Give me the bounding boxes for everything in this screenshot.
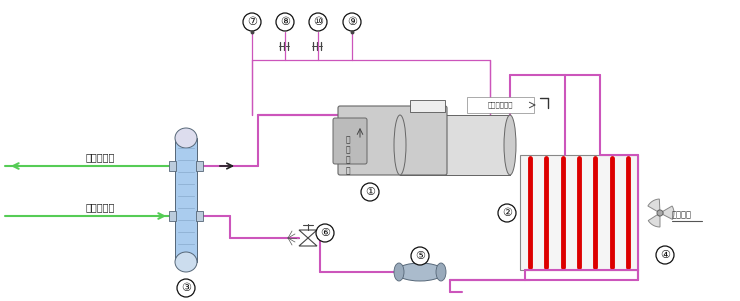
Circle shape <box>498 204 516 222</box>
FancyBboxPatch shape <box>467 97 534 113</box>
Text: ⑦: ⑦ <box>247 17 257 27</box>
Circle shape <box>657 210 663 216</box>
Bar <box>196 211 203 221</box>
Circle shape <box>343 13 361 31</box>
Circle shape <box>411 247 429 265</box>
Ellipse shape <box>436 263 446 281</box>
Text: ⑥: ⑥ <box>320 228 330 238</box>
Circle shape <box>309 13 327 31</box>
Ellipse shape <box>396 263 444 281</box>
Text: ①: ① <box>365 187 375 197</box>
Circle shape <box>656 246 674 264</box>
Ellipse shape <box>394 115 406 175</box>
Circle shape <box>243 13 261 31</box>
Text: 低
压
吸
气: 低 压 吸 气 <box>346 135 350 175</box>
Ellipse shape <box>175 252 197 272</box>
Circle shape <box>316 224 334 242</box>
FancyBboxPatch shape <box>338 106 447 175</box>
Text: ④: ④ <box>660 250 670 260</box>
Text: ⑨: ⑨ <box>347 17 357 27</box>
FancyBboxPatch shape <box>333 118 367 164</box>
Circle shape <box>276 13 294 31</box>
Bar <box>169 211 176 221</box>
Text: ③: ③ <box>181 283 191 293</box>
Polygon shape <box>662 206 674 219</box>
Bar <box>400 115 510 175</box>
Ellipse shape <box>175 128 197 148</box>
Bar <box>196 161 203 171</box>
Circle shape <box>361 183 379 201</box>
Text: 高压排气流向: 高压排气流向 <box>487 102 513 108</box>
Polygon shape <box>648 215 660 227</box>
Text: ⑧: ⑧ <box>280 17 290 27</box>
Polygon shape <box>648 199 660 212</box>
Text: 载冷剂流入: 载冷剂流入 <box>85 202 115 212</box>
Bar <box>169 161 176 171</box>
Text: 载冷剂出口: 载冷剂出口 <box>85 152 115 162</box>
Ellipse shape <box>504 115 516 175</box>
Text: ②: ② <box>502 208 512 218</box>
Text: ⑤: ⑤ <box>415 251 425 261</box>
Text: 风向流动: 风向流动 <box>672 210 692 219</box>
Circle shape <box>177 279 195 297</box>
Text: ⑩: ⑩ <box>313 17 323 27</box>
Ellipse shape <box>394 263 404 281</box>
Bar <box>410 100 445 112</box>
Bar <box>520 155 638 270</box>
Bar <box>175 138 197 262</box>
